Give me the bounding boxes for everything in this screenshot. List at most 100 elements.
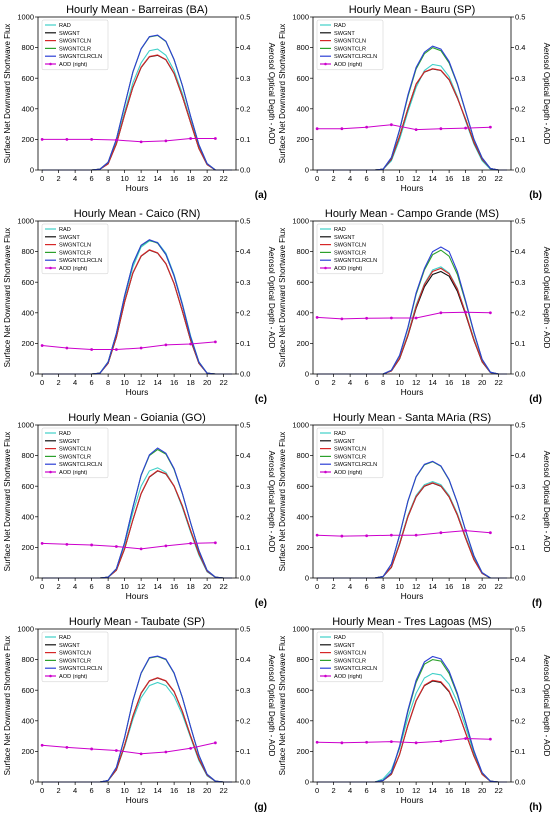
- x-tick-label: 18: [461, 378, 469, 387]
- y2-tick-label: 0.4: [515, 43, 525, 52]
- legend-entry: SWGNTCLRCLN: [334, 666, 377, 672]
- series-line-swgntclrcln: [317, 460, 507, 579]
- aod-point: [488, 737, 492, 741]
- y2-tick-label: 0.2: [240, 308, 250, 317]
- aod-point: [315, 127, 319, 131]
- legend-entry: AOD (right): [59, 470, 87, 476]
- y2-tick-label: 0.3: [515, 74, 525, 83]
- x-tick-label: 20: [478, 174, 486, 183]
- legend-entry: AOD (right): [59, 674, 87, 680]
- chart-panel-0: Hourly Mean - Barreiras (BA) 0 2 4 6 8 10 12 14 1…: [0, 0, 276, 209]
- chart-title: Hourly Mean - Bauru (SP): [349, 4, 476, 16]
- chart-panel-3: Hourly Mean - Campo Grande (MS) 0 2 4 6 8 10 12…: [275, 204, 550, 413]
- legend-entry: SWGNTCLN: [334, 651, 366, 657]
- y2-tick-label: 0.2: [515, 512, 525, 521]
- y-tick-label: 800: [21, 43, 34, 52]
- x-axis-label: Hours: [401, 387, 424, 397]
- y-tick-label: 400: [21, 308, 34, 317]
- x-axis-label: Hours: [126, 387, 149, 397]
- x-axis-label: Hours: [126, 591, 149, 601]
- series-line-swgntcln: [317, 267, 507, 375]
- y-tick-label: 1000: [292, 421, 309, 430]
- series-line-aod-right-: [317, 311, 491, 320]
- y2-tick-label: 0.0: [240, 778, 250, 787]
- legend-entry: AOD (right): [334, 62, 362, 68]
- series-line-aod-right-: [42, 542, 216, 550]
- y-tick-label: 800: [21, 451, 34, 460]
- y2-axis-label: Aerosol Optical Depth - AOD: [267, 247, 275, 349]
- x-tick-label: 18: [461, 786, 469, 795]
- aod-point: [40, 542, 44, 545]
- x-tick-label: 10: [395, 378, 403, 387]
- line-chart: Hourly Mean - Santa MAria (RS) 0 2 4 6 8 10 12 1…: [278, 412, 550, 609]
- y2-tick-label: 0.4: [240, 451, 250, 460]
- legend-entry: RAD: [334, 431, 346, 437]
- y-tick-label: 1000: [292, 217, 309, 226]
- y2-tick-label: 0.1: [515, 339, 525, 348]
- x-tick-label: 14: [153, 786, 161, 795]
- y-tick-label: 600: [296, 482, 309, 491]
- y-tick-label: 800: [296, 451, 309, 460]
- aod-point: [90, 747, 94, 751]
- y-tick-label: 200: [296, 135, 309, 144]
- legend-box: [41, 427, 109, 479]
- y2-tick-label: 0.0: [515, 778, 525, 787]
- y2-axis-label: Aerosol Optical Depth - AOD: [542, 43, 550, 145]
- legend-entry: RAD: [59, 227, 71, 233]
- legend-entry: SWGNTCLR: [334, 46, 366, 52]
- y2-tick-label: 0.2: [240, 512, 250, 521]
- legend-entry: SWGNTCLN: [59, 243, 91, 249]
- y2-tick-label: 0.2: [240, 104, 250, 113]
- aod-point: [114, 348, 118, 351]
- y-tick-label: 200: [296, 339, 309, 348]
- line-chart: Hourly Mean - Campo Grande (MS) 0 2 4 6 8 10 12…: [278, 208, 550, 405]
- aod-point: [139, 140, 143, 144]
- plot-frame: [37, 220, 237, 375]
- legend-entry: SWGNTCLN: [59, 651, 91, 657]
- aod-point: [114, 545, 118, 548]
- y-axis-label: Surface Net Downward Shortwave Flux: [3, 228, 12, 368]
- legend-entry: RAD: [59, 635, 71, 641]
- x-tick-label: 14: [428, 174, 436, 183]
- chart-panel-5: Hourly Mean - Santa MAria (RS) 0 2 4 6 8 10 12 1…: [275, 408, 550, 617]
- aod-point: [365, 316, 369, 320]
- x-tick-label: 4: [73, 174, 77, 183]
- y2-tick-label: 0.5: [240, 421, 250, 430]
- x-tick-label: 0: [315, 378, 319, 387]
- x-tick-label: 4: [348, 378, 352, 387]
- legend-entry: SWGNTCLRCLN: [59, 462, 102, 468]
- y2-tick-label: 0.1: [240, 543, 250, 552]
- aod-point: [189, 542, 193, 545]
- legend-box: [41, 631, 109, 683]
- legend-entry: SWGNT: [334, 31, 355, 37]
- y2-axis-label: Aerosol Optical Depth - AOD: [542, 655, 550, 757]
- y-tick-label: 200: [21, 135, 34, 144]
- aod-point: [340, 127, 344, 131]
- y2-axis-label: Aerosol Optical Depth - AOD: [542, 451, 550, 553]
- x-tick-label: 0: [315, 786, 319, 795]
- y-tick-label: 200: [21, 339, 34, 348]
- y2-tick-label: 0.0: [515, 166, 525, 175]
- aod-point: [414, 128, 418, 132]
- x-tick-label: 14: [153, 582, 161, 591]
- aod-point: [464, 737, 468, 740]
- x-axis-label: Hours: [401, 795, 424, 805]
- x-tick-label: 20: [478, 582, 486, 591]
- chart-title: Hourly Mean - Barreiras (BA): [66, 4, 208, 16]
- chart-panel-2: Hourly Mean - Caico (RN) 0 2 4 6 8 10 12 14 16 18 2…: [0, 204, 276, 413]
- plot-frame: [312, 220, 512, 375]
- y2-tick-label: 0.5: [515, 13, 525, 22]
- x-tick-label: 6: [365, 786, 369, 795]
- x-tick-label: 12: [412, 582, 420, 591]
- y-tick-label: 0: [305, 166, 309, 175]
- y2-tick-label: 0.3: [240, 686, 250, 695]
- y-axis-label: Surface Net Downward Shortwave Flux: [3, 636, 12, 776]
- y-tick-label: 800: [21, 655, 34, 664]
- x-tick-label: 4: [348, 174, 352, 183]
- y-tick-label: 0: [30, 574, 34, 583]
- legend-entry: AOD (right): [334, 470, 362, 476]
- x-axis-label: Hours: [126, 795, 149, 805]
